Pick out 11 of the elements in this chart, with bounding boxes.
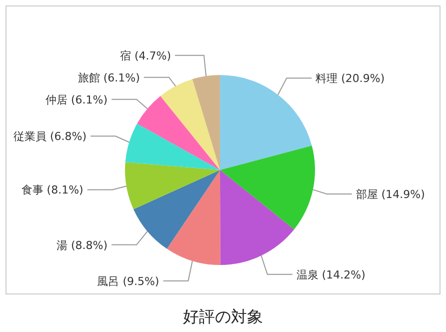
slice-label: 料理 (20.9%) — [316, 72, 385, 86]
slice-label: 温泉 (14.2%) — [296, 268, 366, 282]
slice-label: 部屋 (14.9%) — [356, 188, 425, 202]
slice-label: 従業員 (6.8%) — [13, 130, 87, 144]
slice-label: 風呂 (9.5%) — [97, 274, 160, 288]
slice-label: 旅館 (6.1%) — [78, 71, 140, 84]
slice-label: 湯 (8.8%) — [56, 238, 108, 252]
slice-label: 仲居 (6.1%) — [46, 93, 108, 106]
slice-label: 宿 (4.7%) — [120, 49, 171, 62]
slice-label: 食事 (8.1%) — [21, 184, 84, 197]
text: 好評の対象 — [183, 307, 263, 326]
